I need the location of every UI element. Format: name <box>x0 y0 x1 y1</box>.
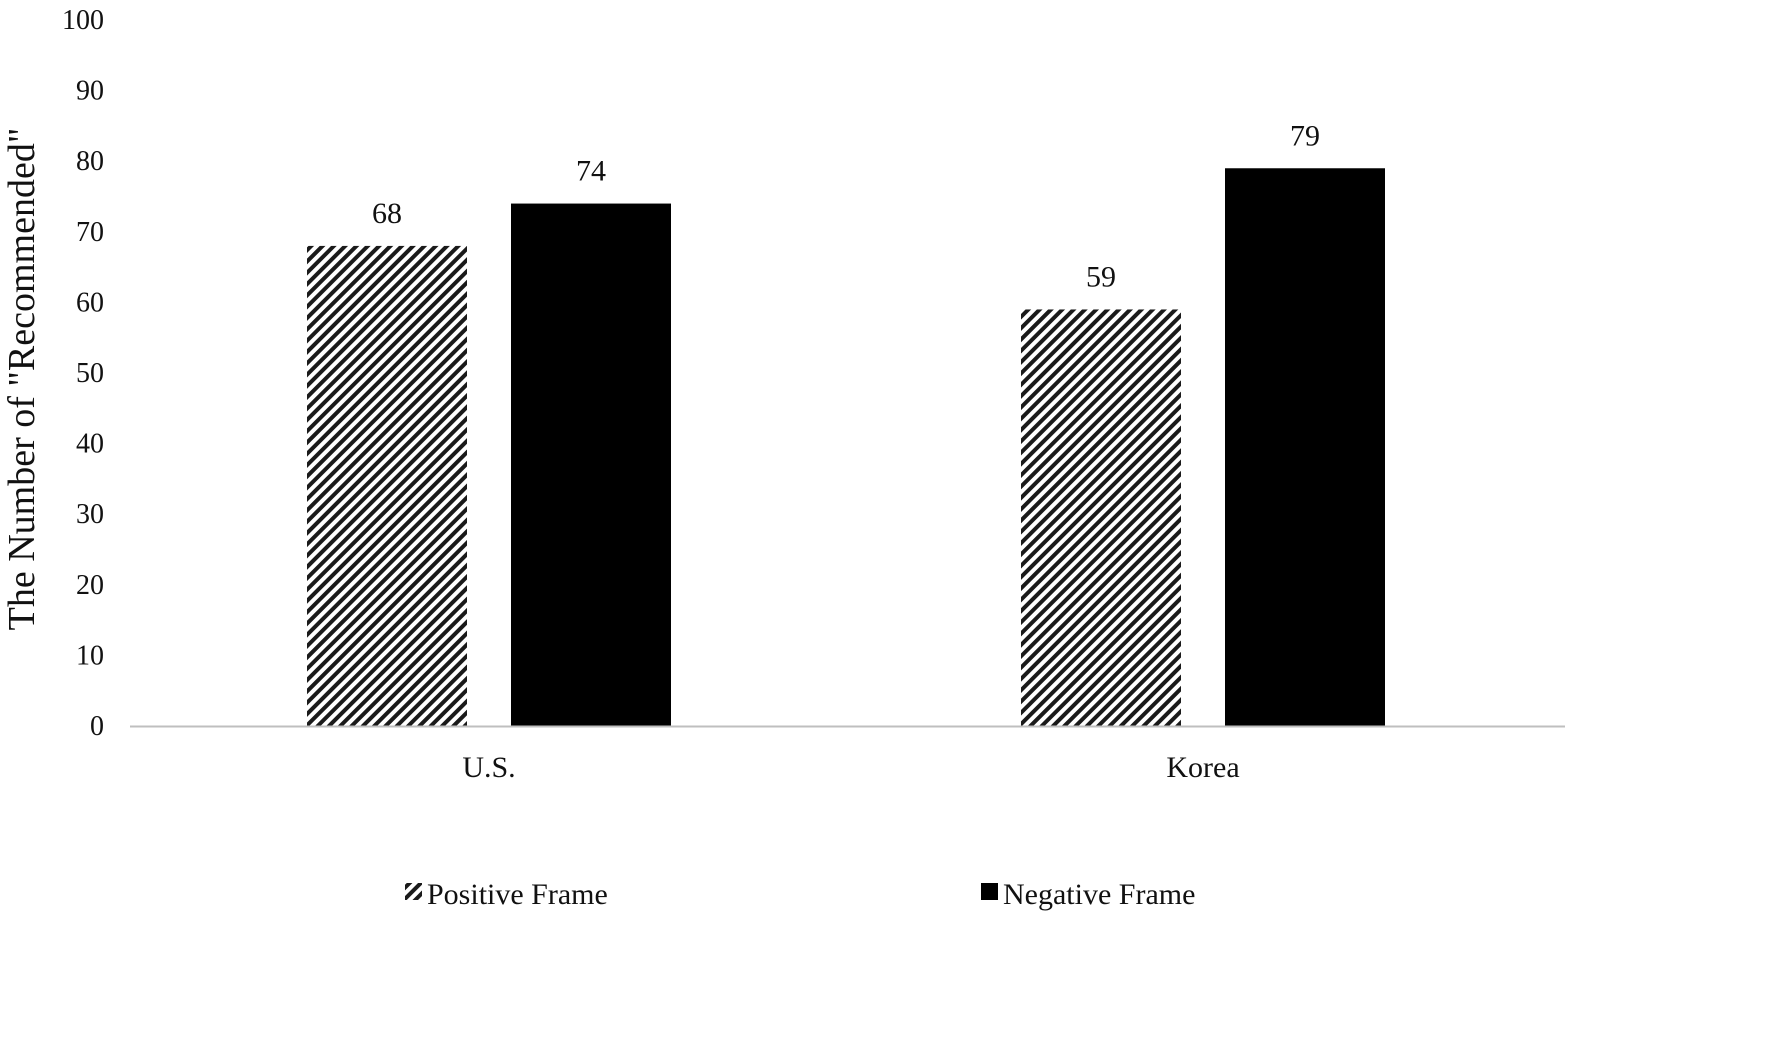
y-tick-label: 90 <box>76 76 104 107</box>
legend: Positive Frame Negative Frame <box>405 878 1195 911</box>
legend-label: Negative Frame <box>1003 878 1195 911</box>
data-label: 59 <box>1086 260 1116 293</box>
bar-positive-frame-us <box>307 245 467 727</box>
y-tick-label: 80 <box>76 146 104 177</box>
data-label: 79 <box>1290 119 1320 152</box>
x-tick-label: Korea <box>1166 751 1239 784</box>
y-axis-title: The Number of "Recommended" <box>1 128 43 631</box>
y-tick-label: 0 <box>90 711 104 742</box>
bar-negative-frame-us <box>511 203 671 726</box>
y-tick-label: 50 <box>76 358 104 389</box>
bar-negative-frame-korea <box>1225 168 1385 726</box>
bars-group <box>307 168 1385 727</box>
y-tick-label: 10 <box>76 640 104 671</box>
data-label: 74 <box>576 155 606 188</box>
legend-label: Positive Frame <box>427 878 608 911</box>
legend-swatch <box>405 883 422 900</box>
data-labels-group: 68 74 59 79 <box>372 119 1320 293</box>
y-axis: 0 10 20 30 40 50 60 70 80 90 100 <box>62 5 104 742</box>
legend-swatch <box>981 883 998 900</box>
y-tick-label: 30 <box>76 499 104 530</box>
y-tick-label: 20 <box>76 570 104 601</box>
y-tick-label: 70 <box>76 217 104 248</box>
bar-positive-frame-korea <box>1021 309 1181 726</box>
y-tick-label: 60 <box>76 287 104 318</box>
x-axis: U.S. Korea <box>130 725 1565 784</box>
data-label: 68 <box>372 197 402 230</box>
y-tick-label: 100 <box>62 5 104 36</box>
y-tick-label: 40 <box>76 429 104 460</box>
x-tick-label: U.S. <box>462 751 515 784</box>
